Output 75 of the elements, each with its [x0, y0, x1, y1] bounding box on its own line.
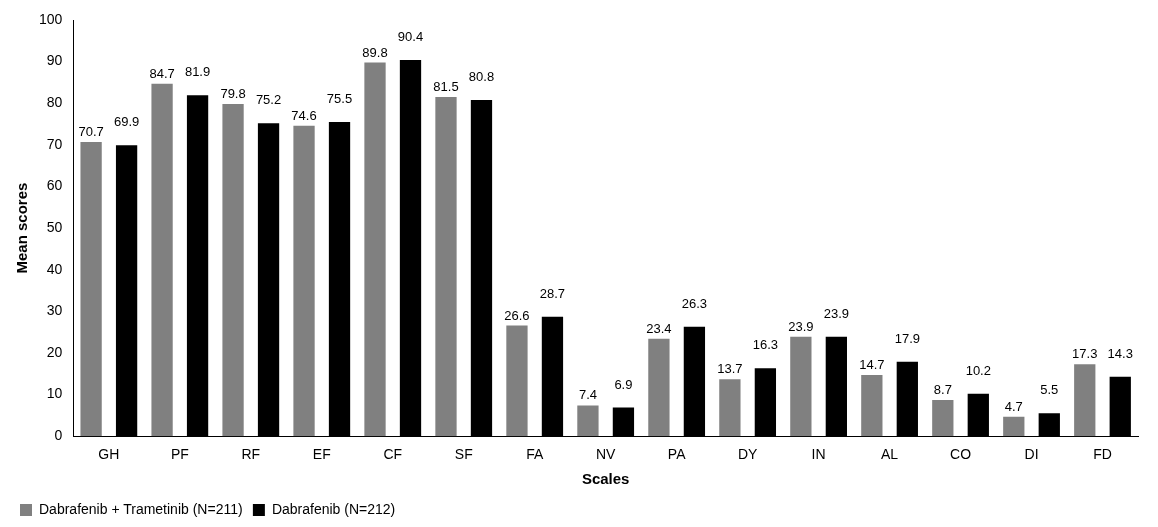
data-label: 81.5 — [433, 79, 459, 95]
y-tick-label: 100 — [39, 10, 63, 27]
data-label: 70.7 — [78, 124, 104, 140]
data-label: 81.9 — [184, 64, 211, 80]
data-label: 79.8 — [220, 86, 246, 102]
x-tick-label: FA — [526, 446, 544, 463]
data-label: 90.4 — [397, 29, 424, 45]
data-label: 23.9 — [788, 318, 814, 334]
x-tick-label: FD — [1093, 446, 1112, 463]
bar — [80, 141, 102, 437]
x-tick-label: AL — [881, 446, 899, 463]
data-label: 23.4 — [646, 320, 672, 336]
data-label: 6.9 — [614, 376, 633, 392]
x-tick-label: PF — [170, 446, 189, 463]
bar — [790, 336, 812, 437]
data-label: 7.4 — [578, 387, 597, 403]
y-tick-label: 70 — [46, 135, 63, 152]
x-tick-label: DI — [1024, 446, 1039, 463]
bar — [577, 405, 599, 437]
data-label: 26.6 — [504, 307, 530, 323]
bar — [222, 104, 244, 437]
x-tick-label: NV — [595, 446, 617, 463]
data-label: 26.3 — [681, 295, 708, 311]
y-tick-label: 0 — [54, 427, 63, 444]
y-axis-title: Mean scores — [13, 182, 31, 274]
bar — [1074, 364, 1096, 437]
y-tick-label: 10 — [46, 385, 63, 402]
y-tick-label: 30 — [46, 302, 63, 319]
bar — [932, 399, 954, 437]
data-label: 10.2 — [965, 362, 991, 378]
x-tick-label: IN — [811, 446, 826, 463]
bar — [861, 375, 883, 437]
data-label: 75.5 — [326, 91, 353, 107]
y-tick-label: 20 — [46, 343, 63, 360]
x-tick-label: DY — [737, 446, 759, 463]
legend-label: Dabrafenib + Trametinib (N=211) — [39, 500, 243, 517]
bar — [293, 125, 315, 437]
x-tick-label: CF — [383, 446, 403, 463]
data-label: 8.7 — [933, 382, 952, 398]
bar — [506, 325, 528, 437]
data-label: 14.3 — [1107, 345, 1133, 361]
data-label: 75.2 — [255, 92, 282, 108]
x-tick-label: PA — [667, 446, 687, 463]
legend-label: Dabrafenib (N=212) — [271, 500, 396, 517]
data-label: 69.9 — [113, 114, 140, 130]
x-tick-label: EF — [312, 446, 331, 463]
bar — [648, 338, 670, 437]
data-label: 23.9 — [823, 305, 850, 321]
data-label: 5.5 — [1040, 382, 1059, 398]
data-label: 28.7 — [539, 285, 566, 301]
bar — [1003, 416, 1025, 437]
data-label: 13.7 — [717, 361, 743, 377]
x-tick-label: CO — [950, 446, 972, 463]
data-label: 17.3 — [1072, 346, 1098, 362]
y-tick-label: 60 — [46, 177, 63, 194]
data-label: 17.9 — [894, 330, 920, 346]
data-label: 89.8 — [362, 44, 388, 60]
bar — [364, 62, 386, 437]
bar — [151, 83, 173, 437]
x-tick-label: GH — [98, 446, 120, 463]
y-tick-label: 90 — [46, 52, 63, 69]
x-tick-label: SF — [454, 446, 473, 463]
bar — [719, 379, 741, 437]
bar — [435, 97, 457, 437]
data-label: 84.7 — [149, 65, 175, 81]
data-label: 16.3 — [752, 337, 779, 353]
y-tick-label: 50 — [46, 218, 63, 235]
data-label: 74.6 — [291, 107, 317, 123]
y-tick-label: 40 — [46, 260, 63, 277]
x-axis-title: Scales — [581, 470, 630, 488]
x-tick-label: RF — [241, 446, 261, 463]
data-label: 80.8 — [468, 68, 495, 84]
data-label: 4.7 — [1004, 398, 1023, 414]
data-label: 14.7 — [859, 357, 885, 373]
y-tick-label: 80 — [46, 94, 63, 111]
